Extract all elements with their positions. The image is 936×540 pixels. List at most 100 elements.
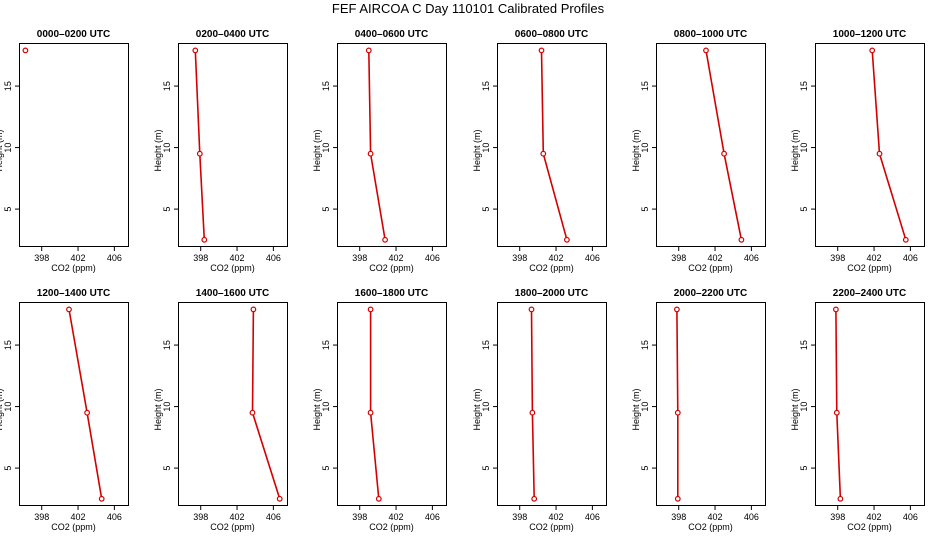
- y-tick-label: 15: [321, 340, 331, 350]
- panel-title: 0600–0800 UTC: [515, 29, 588, 40]
- panel-title: 1400–1600 UTC: [196, 288, 269, 299]
- data-point: [721, 150, 727, 157]
- y-tick-label: 15: [481, 81, 491, 91]
- x-tick-label: 406: [425, 512, 440, 522]
- y-axis-label: Height (m): [312, 388, 322, 430]
- x-tick-label: 398: [34, 253, 49, 263]
- profile-panel: 1400–1600 UTC 398 402 406 5 10 15 CO2 (ppm) Heig…: [153, 288, 288, 532]
- profile-panel: 1800–2000 UTC 398 402 406 5 10 15 CO2 (ppm) Heig…: [472, 288, 607, 532]
- y-axis-label: Height (m): [312, 129, 322, 171]
- data-point: [367, 409, 374, 416]
- y-tick-label: 10: [640, 143, 650, 153]
- data-point: [365, 47, 372, 54]
- plot-frame: [815, 43, 925, 247]
- y-tick-label: 5: [3, 207, 13, 212]
- profile-line: [871, 50, 907, 241]
- data-point: [367, 306, 374, 313]
- panel-title: 1200–1400 UTC: [37, 288, 110, 299]
- profile-line: [251, 309, 281, 500]
- y-tick-label: 15: [799, 340, 809, 350]
- plot-frame: [497, 302, 607, 506]
- x-tick-label: 398: [671, 512, 686, 522]
- plot-frame: [656, 302, 766, 506]
- profile-panel: 2200–2400 UTC 398 402 406 5 10 15 CO2 (ppm) Heig…: [790, 288, 925, 532]
- data-point: [674, 409, 681, 416]
- x-tick-label: 402: [708, 512, 723, 522]
- x-tick-label: 398: [352, 512, 367, 522]
- x-tick-label: 398: [34, 512, 49, 522]
- x-axis-label: CO2 (ppm): [51, 263, 96, 273]
- y-tick-label: 5: [640, 466, 650, 471]
- x-tick-label: 398: [830, 512, 845, 522]
- y-axis-label: Height (m): [0, 388, 4, 430]
- x-tick-label: 402: [71, 253, 86, 263]
- y-tick-label: 10: [640, 402, 650, 412]
- y-tick-label: 5: [481, 207, 491, 212]
- y-tick-label: 10: [162, 402, 172, 412]
- x-tick-label: 398: [830, 253, 845, 263]
- y-tick-label: 5: [799, 207, 809, 212]
- data-point: [531, 495, 538, 502]
- x-axis-label: CO2 (ppm): [529, 263, 574, 273]
- y-tick-label: 5: [799, 466, 809, 471]
- plot-frame: [19, 302, 129, 506]
- x-tick-label: 406: [903, 512, 918, 522]
- x-axis-label: CO2 (ppm): [51, 522, 96, 532]
- x-tick-label: 406: [585, 253, 600, 263]
- y-tick-label: 15: [640, 340, 650, 350]
- panel-title: 1600–1800 UTC: [355, 288, 428, 299]
- profile-line: [368, 50, 386, 240]
- x-axis-label: CO2 (ppm): [688, 263, 733, 273]
- profile-panel: 1600–1800 UTC 398 402 406 5 10 15 CO2 (ppm) Heig…: [312, 288, 447, 532]
- x-tick-label: 402: [389, 512, 404, 522]
- plot-frame: [337, 43, 447, 247]
- panel-title: 0000–0200 UTC: [37, 29, 110, 40]
- x-tick-label: 402: [867, 253, 882, 263]
- data-point: [869, 47, 876, 54]
- panel-title: 1000–1200 UTC: [833, 29, 906, 40]
- data-point: [703, 47, 709, 54]
- profile-panel: 2000–2200 UTC 398 402 406 5 10 15 CO2 (ppm) Heig…: [631, 288, 766, 532]
- profile-line: [705, 50, 743, 240]
- data-point: [674, 306, 680, 313]
- data-point: [192, 47, 199, 54]
- y-axis-label: Height (m): [153, 388, 163, 430]
- x-axis-label: CO2 (ppm): [529, 522, 574, 532]
- data-point: [540, 150, 547, 157]
- x-tick-label: 406: [107, 512, 122, 522]
- data-point: [833, 409, 840, 416]
- profile-panel: 0200–0400 UTC 398 402 406 5 10 15 CO2 (ppm) Heig…: [153, 29, 288, 273]
- y-tick-label: 10: [481, 143, 491, 153]
- y-tick-label: 10: [321, 402, 331, 412]
- y-tick-label: 10: [162, 143, 172, 153]
- y-tick-label: 5: [321, 207, 331, 212]
- data-point: [837, 495, 844, 502]
- x-axis-label: CO2 (ppm): [688, 522, 733, 532]
- y-tick-label: 15: [321, 81, 331, 91]
- plot-frame: [656, 43, 766, 247]
- plot-frame: [19, 43, 129, 247]
- data-point: [538, 47, 545, 54]
- y-tick-label: 15: [799, 81, 809, 91]
- x-axis-label: CO2 (ppm): [369, 522, 414, 532]
- panel-title: 0400–0600 UTC: [355, 29, 428, 40]
- data-point: [201, 236, 208, 243]
- y-axis-label: Height (m): [631, 388, 641, 430]
- y-axis-label: Height (m): [631, 129, 641, 171]
- x-tick-label: 402: [549, 512, 564, 522]
- x-tick-label: 406: [266, 512, 281, 522]
- profile-panel: 1200–1400 UTC 398 402 406 5 10 15 CO2 (ppm) Heig…: [0, 288, 129, 532]
- x-tick-label: 402: [708, 253, 723, 263]
- x-tick-label: 398: [512, 253, 527, 263]
- x-tick-label: 398: [512, 512, 527, 522]
- x-tick-label: 402: [549, 253, 564, 263]
- x-tick-label: 398: [352, 253, 367, 263]
- plot-frame: [337, 302, 447, 506]
- y-tick-label: 10: [481, 402, 491, 412]
- y-axis-label: Height (m): [472, 129, 482, 171]
- x-tick-label: 406: [744, 512, 759, 522]
- x-axis-label: CO2 (ppm): [210, 263, 255, 273]
- profile-panel: 0000–0200 UTC 398 402 406 5 10 15 CO2 (ppm) Heig…: [0, 29, 129, 273]
- plot-frame: [815, 302, 925, 506]
- y-tick-label: 10: [799, 402, 809, 412]
